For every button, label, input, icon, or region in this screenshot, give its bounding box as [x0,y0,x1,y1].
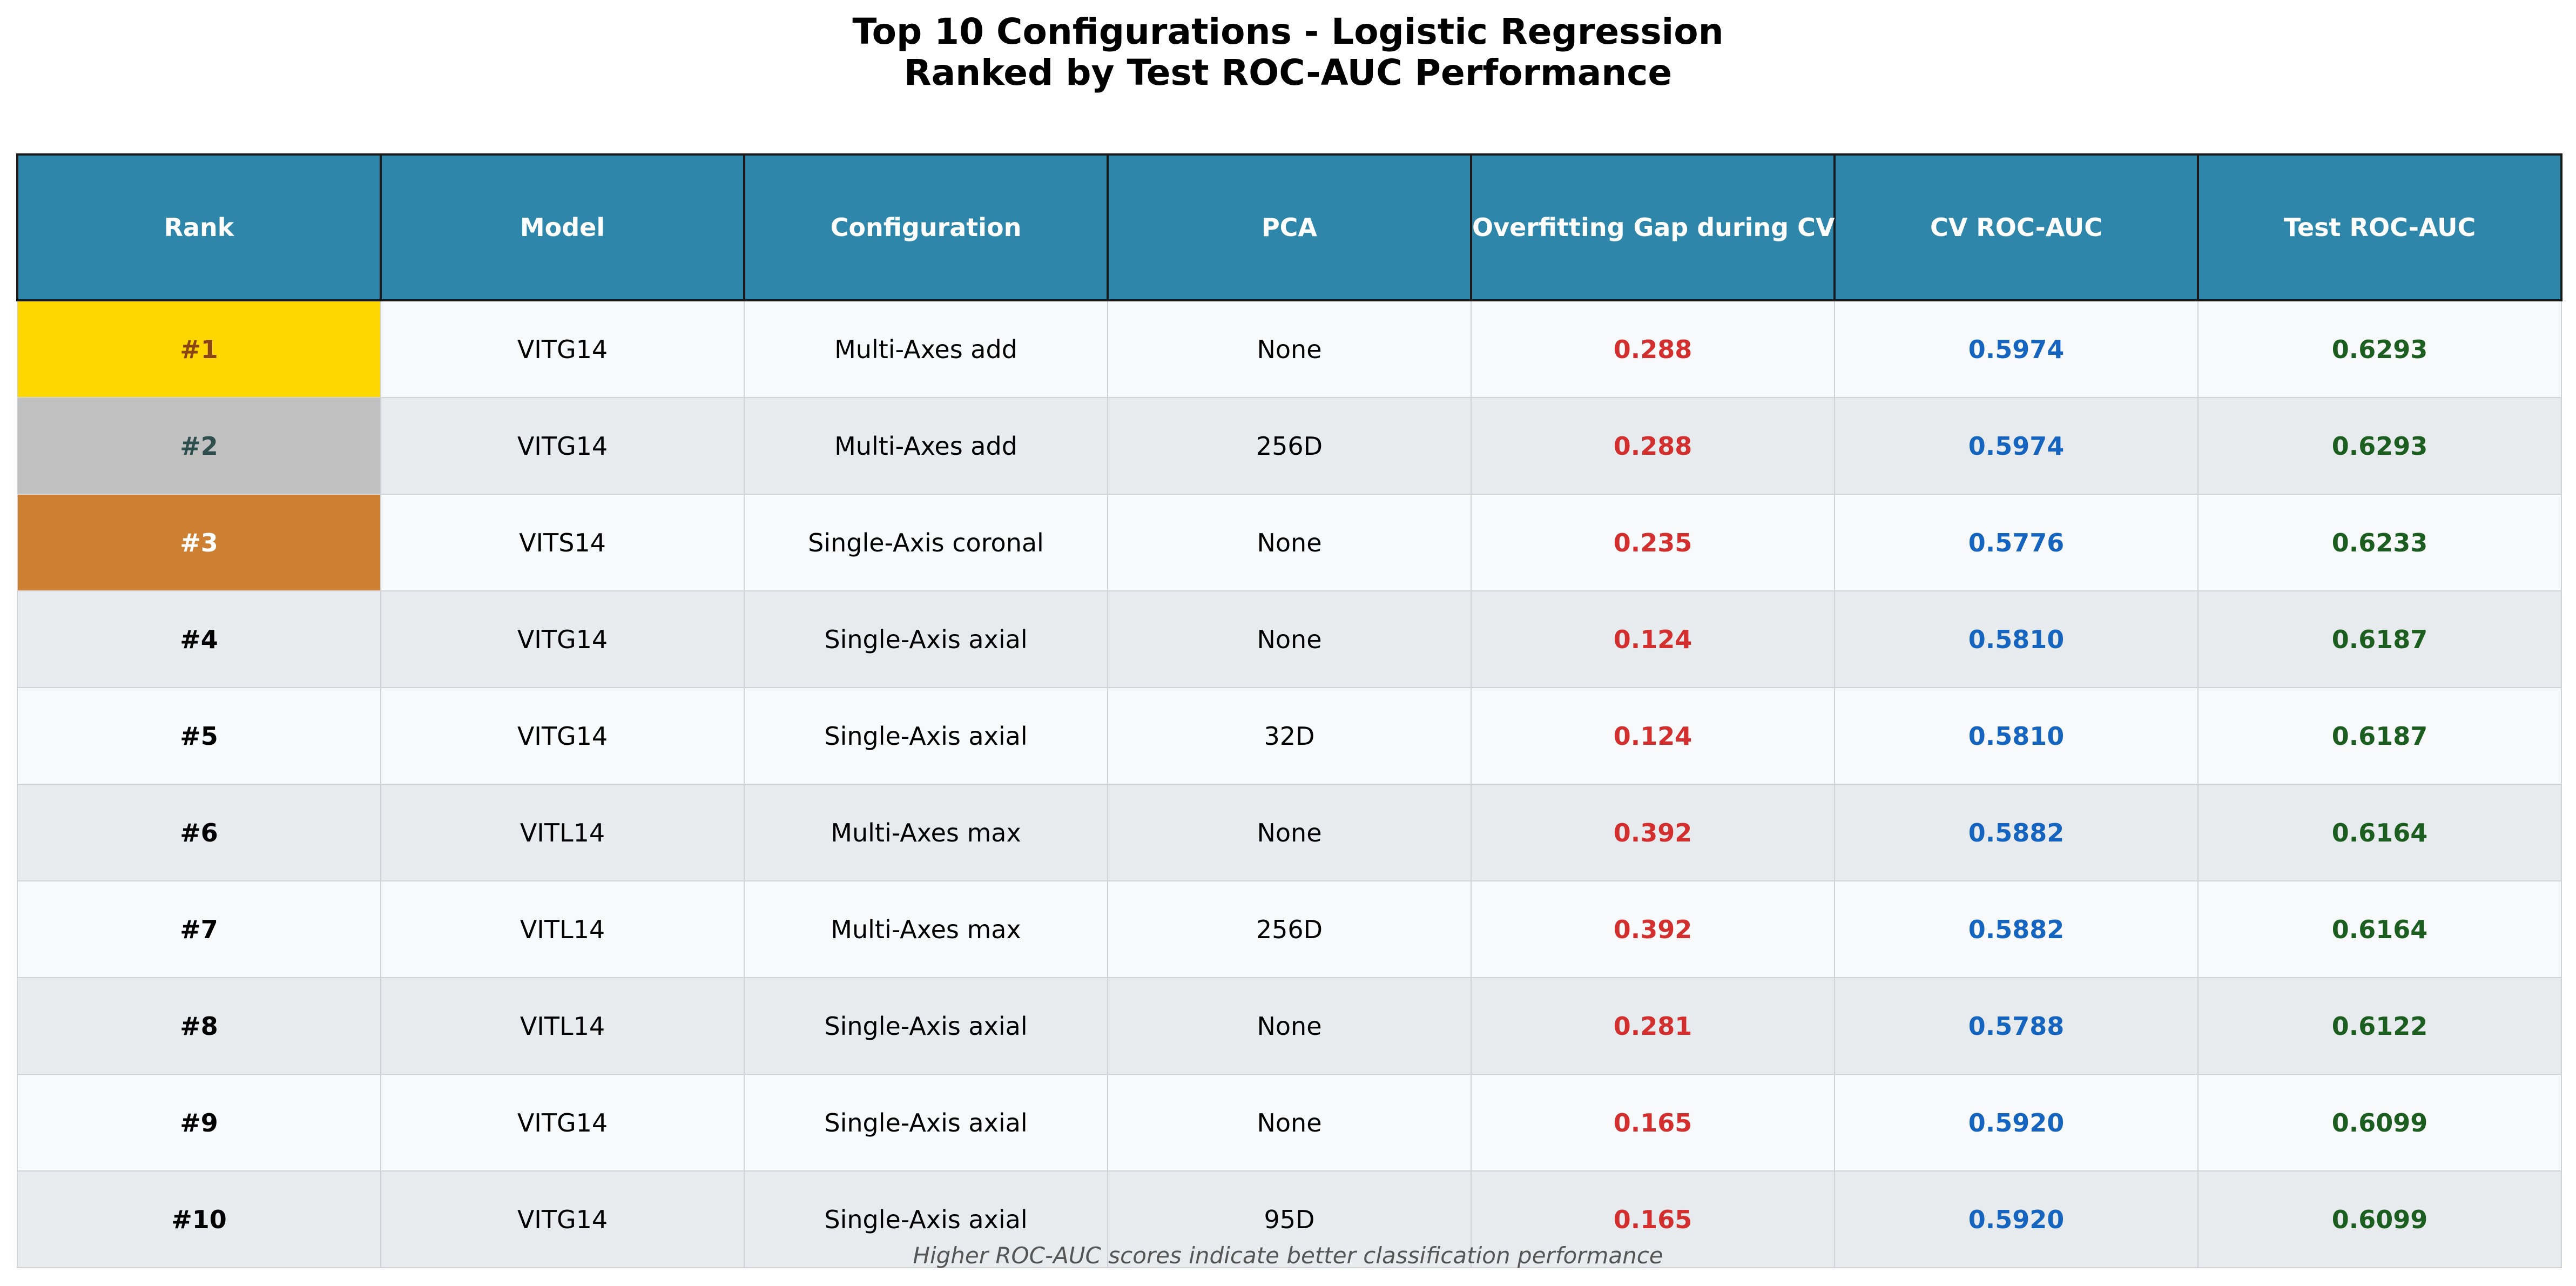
overfitting-gap-cell: 0.165 [1471,1074,1835,1171]
overfitting-gap-cell: 0.392 [1471,880,1835,978]
pca-cell: None [1107,590,1472,688]
configuration-cell: Single-Axis axial [744,687,1108,785]
table-row: #2 VITG14 Multi-Axes add 256D 0.288 0.5974 0.6… [17,397,2562,495]
cv-roc-auc-cell: 0.5810 [1834,687,2199,785]
pca-cell: None [1107,494,1472,591]
header-row: Rank Model Configuration PCA Overfitting… [16,153,2562,301]
cv-roc-auc-cell: 0.5776 [1834,494,2199,591]
test-roc-auc-cell: 0.6187 [2197,687,2562,785]
results-table: Rank Model Configuration PCA Overfitting… [16,153,2562,1268]
overfitting-gap-cell: 0.281 [1471,977,1835,1075]
configuration-cell: Single-Axis axial [744,977,1108,1075]
model-cell: VITG14 [380,1074,745,1171]
pca-cell: None [1107,784,1472,881]
configuration-cell: Single-Axis axial [744,1170,1108,1268]
test-roc-auc-cell: 0.6233 [2197,494,2562,591]
chart-subtitle: Ranked by Test ROC-AUC Performance [903,52,1673,93]
table-body: #1 VITG14 Multi-Axes add None 0.288 0.5974 0.6… [17,300,2562,1268]
test-roc-auc-cell: 0.6122 [2197,977,2562,1075]
rank-cell: #1 [17,300,381,398]
cv-roc-auc-cell: 0.5882 [1834,784,2199,881]
overfitting-gap-cell: 0.392 [1471,784,1835,881]
pca-cell: None [1107,1074,1472,1171]
overfitting-gap-cell: 0.235 [1471,494,1835,591]
test-roc-auc-cell: 0.6164 [2197,880,2562,978]
configuration-cell: Multi-Axes max [744,880,1108,978]
pca-cell: 95D [1107,1170,1472,1268]
rank-cell: #7 [17,880,381,978]
chart-title: Top 10 Configurations - Logistic Regress… [852,11,1724,52]
model-cell: VITL14 [380,977,745,1075]
table-header: Rank Model Configuration PCA Overfitting… [16,153,2562,301]
rank-cell: #8 [17,977,381,1075]
overfitting-gap-cell: 0.165 [1471,1170,1835,1268]
pca-cell: None [1107,977,1472,1075]
test-roc-auc-cell: 0.6164 [2197,784,2562,881]
test-roc-auc-cell: 0.6187 [2197,590,2562,688]
cv-roc-auc-cell: 0.5810 [1834,590,2199,688]
column-header-cv-roc-auc: CV ROC-AUC [1833,153,2199,301]
model-cell: VITL14 [380,880,745,978]
configuration-cell: Single-Axis axial [744,590,1108,688]
rank-cell: #3 [17,494,381,591]
model-cell: VITS14 [380,494,745,591]
pca-cell: 256D [1107,880,1472,978]
pca-cell: None [1107,300,1472,398]
table-row: #10 VITG14 Single-Axis axial 95D 0.165 0.5920… [17,1170,2562,1268]
table-row: #1 VITG14 Multi-Axes add None 0.288 0.5974 0.6… [17,300,2562,398]
configuration-cell: Single-Axis coronal [744,494,1108,591]
cv-roc-auc-cell: 0.5974 [1834,397,2199,495]
test-roc-auc-cell: 0.6293 [2197,397,2562,495]
test-roc-auc-cell: 0.6099 [2197,1074,2562,1171]
column-header-configuration: Configuration [743,153,1109,301]
model-cell: VITG14 [380,300,745,398]
rank-cell: #9 [17,1074,381,1171]
column-header-overfitting-gap: Overfitting Gap during CV [1470,153,1836,301]
cv-roc-auc-cell: 0.5974 [1834,300,2199,398]
overfitting-gap-cell: 0.124 [1471,590,1835,688]
table-row: #6 VITL14 Multi-Axes max None 0.392 0.5882 0.6… [17,784,2562,881]
configuration-cell: Multi-Axes add [744,397,1108,495]
overfitting-gap-cell: 0.288 [1471,397,1835,495]
rank-cell: #5 [17,687,381,785]
configuration-cell: Multi-Axes max [744,784,1108,881]
table-row: #9 VITG14 Single-Axis axial None 0.165 0.5920… [17,1074,2562,1171]
footnote: Higher ROC-AUC scores indicate better cl… [913,1242,1663,1269]
rank-cell: #10 [17,1170,381,1268]
rank-cell: #4 [17,590,381,688]
overfitting-gap-cell: 0.288 [1471,300,1835,398]
model-cell: VITG14 [380,590,745,688]
configuration-cell: Multi-Axes add [744,300,1108,398]
column-header-rank: Rank [16,153,382,301]
table-row: #8 VITL14 Single-Axis axial None 0.281 0.5788… [17,977,2562,1075]
model-cell: VITG14 [380,687,745,785]
column-header-test-roc-auc: Test ROC-AUC [2197,153,2562,301]
cv-roc-auc-cell: 0.5920 [1834,1170,2199,1268]
cv-roc-auc-cell: 0.5882 [1834,880,2199,978]
cv-roc-auc-cell: 0.5788 [1834,977,2199,1075]
rank-cell: #2 [17,397,381,495]
table-row: #3 VITS14 Single-Axis coronal None 0.235 0.57… [17,494,2562,591]
test-roc-auc-cell: 0.6293 [2197,300,2562,398]
cv-roc-auc-cell: 0.5920 [1834,1074,2199,1171]
rank-cell: #6 [17,784,381,881]
pca-cell: 256D [1107,397,1472,495]
test-roc-auc-cell: 0.6099 [2197,1170,2562,1268]
model-cell: VITL14 [380,784,745,881]
pca-cell: 32D [1107,687,1472,785]
table-row: #4 VITG14 Single-Axis axial None 0.124 0.5810… [17,590,2562,688]
column-header-pca: PCA [1107,153,1472,301]
column-header-model: Model [380,153,745,301]
table-row: #7 VITL14 Multi-Axes max 256D 0.392 0.5882 0.6… [17,880,2562,978]
table-row: #5 VITG14 Single-Axis axial 32D 0.124 0.5810 0… [17,687,2562,785]
model-cell: VITG14 [380,397,745,495]
overfitting-gap-cell: 0.124 [1471,687,1835,785]
configuration-cell: Single-Axis axial [744,1074,1108,1171]
model-cell: VITG14 [380,1170,745,1268]
